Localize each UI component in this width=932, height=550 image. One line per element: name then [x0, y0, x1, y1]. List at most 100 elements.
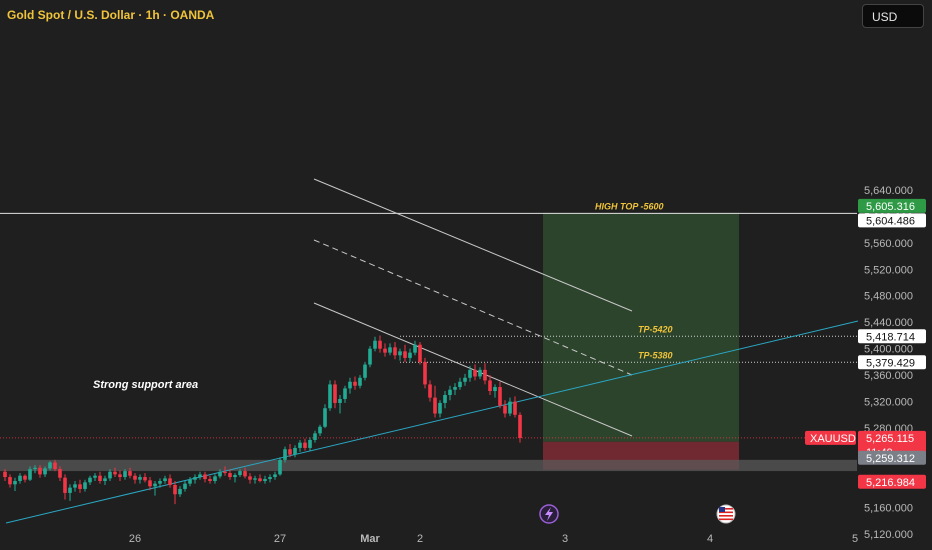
- candle-body: [103, 478, 107, 482]
- candle-body: [488, 380, 492, 392]
- candle-body: [23, 475, 27, 480]
- price-label-text: 5,605.316: [866, 201, 915, 213]
- candle-body: [363, 364, 367, 378]
- candle-body: [503, 405, 507, 414]
- candle-body: [38, 467, 42, 475]
- candle-body: [438, 402, 442, 414]
- y-axis-tick: 5,120.000: [864, 529, 913, 541]
- chart-title: Gold Spot / U.S. Dollar · 1h · OANDA: [7, 8, 215, 22]
- price-label-text: 5,216.984: [866, 477, 915, 489]
- candle-body: [303, 442, 307, 448]
- currency-button[interactable]: USD: [862, 4, 924, 28]
- candle-body: [358, 377, 362, 386]
- candle-body: [268, 477, 272, 480]
- candle-body: [493, 387, 497, 392]
- candle-body: [373, 340, 377, 349]
- candle-body: [338, 398, 342, 403]
- annotation-support: Strong support area: [93, 379, 198, 391]
- candle-body: [293, 447, 297, 455]
- candle-body: [158, 481, 162, 484]
- candle-body: [203, 474, 207, 480]
- y-axis-tick: 5,520.000: [864, 264, 913, 276]
- candle-body: [398, 351, 402, 356]
- candle-body: [463, 377, 467, 382]
- candle-body: [513, 401, 517, 415]
- annotation-high-top: HIGH TOP -5600: [595, 201, 664, 211]
- candle-body: [18, 475, 22, 482]
- flag-stripe-icon: [719, 518, 733, 521]
- candle-body: [323, 408, 327, 427]
- symbol-tag: XAUUSD: [810, 433, 856, 445]
- flag-stripe-icon: [719, 508, 733, 510]
- candle-body: [228, 473, 232, 478]
- candle-body: [408, 352, 412, 358]
- candle-body: [483, 369, 487, 381]
- candle-body: [428, 384, 432, 398]
- candle-body: [343, 388, 347, 399]
- candle-body: [458, 381, 462, 388]
- x-axis-tick: 27: [274, 533, 286, 545]
- price-label-box: [858, 450, 926, 465]
- candle-body: [13, 481, 17, 485]
- price-label-box: [858, 198, 926, 213]
- candle-body: [73, 484, 77, 488]
- candle-body: [218, 471, 222, 477]
- y-axis-tick: 5,400.000: [864, 344, 913, 356]
- candle-body: [3, 471, 7, 478]
- candle-body: [148, 480, 152, 487]
- candle-body: [188, 479, 192, 484]
- candle-body: [288, 449, 292, 455]
- y-axis-tick: 5,360.000: [864, 370, 913, 382]
- candle-body: [28, 469, 32, 480]
- price-label-text: 5,265.115: [866, 433, 914, 445]
- candle-body: [8, 477, 12, 485]
- candle-body: [368, 348, 372, 365]
- candle-body: [468, 369, 472, 378]
- candle-body: [168, 478, 172, 485]
- candle-body: [43, 468, 47, 475]
- candle-body: [263, 479, 267, 482]
- candle-body: [153, 483, 157, 487]
- candle-body: [178, 488, 182, 495]
- candle-body: [118, 474, 122, 478]
- candle-body: [273, 474, 277, 478]
- candle-body: [78, 484, 82, 489]
- candle-body: [308, 439, 312, 448]
- ascending-trendline: [5, 320, 859, 524]
- candle-body: [298, 442, 302, 448]
- candle-body: [233, 475, 237, 478]
- channel-mid-line: [313, 239, 633, 376]
- candle-body: [388, 347, 392, 353]
- candle-body: [413, 344, 417, 353]
- candle-body: [283, 449, 287, 460]
- candle-body: [183, 483, 187, 489]
- y-axis-tick: 5,640.000: [864, 185, 913, 197]
- candle-body: [88, 477, 92, 483]
- candle-body: [173, 484, 177, 495]
- candle-body: [508, 401, 512, 414]
- price-label-box: [858, 329, 926, 344]
- candle-body: [33, 467, 37, 470]
- y-axis-tick: 5,480.000: [864, 291, 913, 303]
- y-axis-tick: 5,160.000: [864, 502, 913, 514]
- candle-body: [383, 348, 387, 353]
- y-axis-tick: 5,440.000: [864, 317, 913, 329]
- candle-body: [453, 387, 457, 390]
- annotation-tp-5420: TP-5420: [638, 324, 673, 334]
- price-label-text: 5,259.312: [866, 453, 915, 465]
- candle-body: [393, 347, 397, 356]
- x-axis-tick: 5: [852, 533, 858, 545]
- candle-body: [48, 462, 52, 469]
- channel-upper-line: [313, 178, 633, 312]
- price-label-box: [858, 355, 926, 370]
- candle-body: [418, 344, 422, 362]
- candle-body: [333, 384, 337, 403]
- candle-body: [243, 471, 247, 477]
- candle-body: [63, 477, 67, 493]
- candle-body: [423, 361, 427, 385]
- candle-body: [98, 475, 102, 482]
- candle-body: [498, 387, 502, 406]
- candle-body: [58, 469, 62, 478]
- price-label-text: 5,604.486: [866, 215, 915, 227]
